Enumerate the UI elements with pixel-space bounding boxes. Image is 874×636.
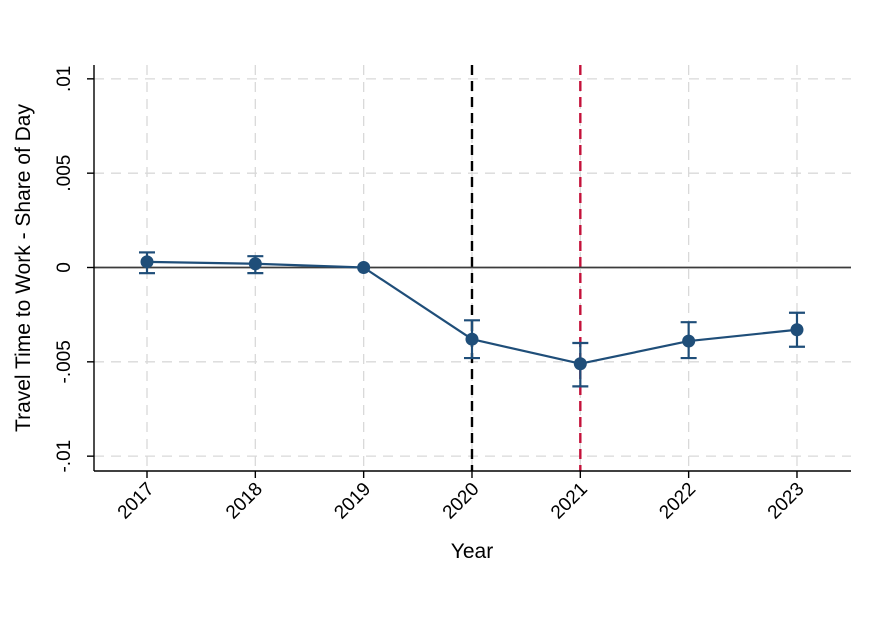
x-tick-label: 2022	[655, 479, 700, 524]
x-tick-label: 2019	[330, 479, 375, 524]
reference-lines-layer	[94, 65, 851, 471]
data-point-2017	[140, 255, 154, 269]
x-tick-label: 2023	[764, 479, 809, 524]
y-tick-label: 0	[54, 262, 75, 273]
data-point-2020	[465, 332, 479, 346]
x-tick-label: 2021	[547, 479, 592, 524]
y-tick-label: .01	[54, 66, 75, 92]
x-tick-label: 2018	[222, 479, 267, 524]
data-point-2018	[248, 257, 262, 271]
tick-labels-layer: .01 .005 0 -.005 -.01 2017 2018 2019 2020 2021 202…	[54, 66, 809, 524]
y-axis-title: Travel Time to Work - Share of Day	[12, 104, 35, 432]
data-point-2023	[790, 323, 804, 337]
axes-layer	[87, 65, 851, 478]
x-tick-label: 2017	[114, 479, 159, 524]
data-point-2019	[357, 261, 371, 274]
y-tick-label: -.005	[54, 340, 75, 383]
x-axis-title: Year	[451, 540, 493, 563]
y-tick-label: .005	[54, 155, 75, 192]
x-tick-label: 2020	[439, 479, 484, 524]
data-point-2022	[682, 334, 696, 348]
data-point-2021	[573, 357, 587, 371]
series-layer	[139, 251, 805, 388]
y-tick-label: -.01	[54, 440, 75, 473]
